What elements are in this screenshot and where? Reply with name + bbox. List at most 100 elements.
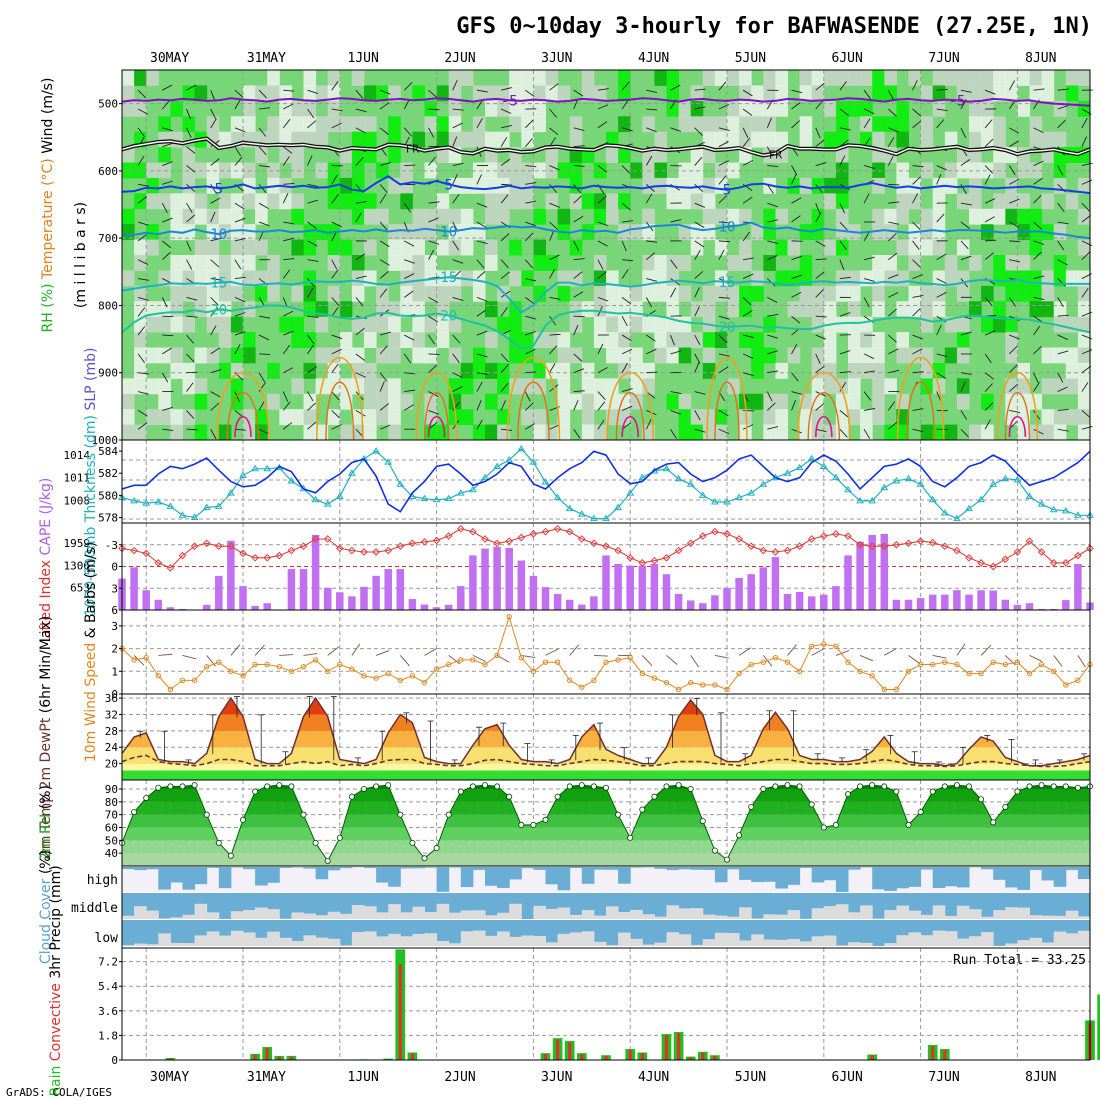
rh-cell	[122, 409, 135, 426]
lifted-index-point	[1013, 548, 1022, 556]
wind-barb	[597, 121, 608, 129]
wind-barb-10m	[980, 644, 992, 656]
cloud-high-cell	[775, 867, 788, 889]
rh-cell	[327, 362, 341, 379]
rh-cell	[569, 393, 583, 410]
rh-cell	[969, 208, 982, 225]
wind-barb	[476, 221, 487, 228]
rh-cell	[860, 316, 873, 333]
rh-cell	[763, 70, 776, 86]
wind-barb	[137, 391, 149, 395]
cloud-middle-cell	[291, 912, 304, 919]
wind-speed-point	[143, 654, 149, 661]
lifted-index-point	[771, 548, 780, 556]
rh-cell	[1065, 409, 1079, 426]
wind-barb	[718, 366, 729, 374]
rh-cell	[303, 409, 317, 426]
thickness-point	[517, 444, 526, 452]
wind-barb	[331, 174, 338, 185]
precip-convective-bar	[580, 1053, 584, 1060]
rh-cell	[218, 332, 232, 348]
thickness-tick-label: 580	[98, 489, 118, 502]
wind-barb	[984, 353, 992, 364]
rh-cell	[618, 116, 631, 133]
wind-speed-point	[433, 666, 440, 672]
thickness-point	[928, 495, 937, 503]
wind-barb	[960, 372, 972, 375]
rh-point	[131, 809, 138, 816]
cape-bar	[1049, 608, 1058, 610]
rh-cell	[218, 255, 232, 271]
rh-cell	[327, 255, 341, 271]
thickness-point	[287, 476, 296, 484]
date-label-top: 2JUN	[444, 51, 475, 66]
date-label-bottom: 6JUN	[832, 1070, 863, 1085]
rh-cell	[1041, 70, 1055, 86]
cape-bar	[432, 607, 441, 610]
cape-contour	[316, 356, 364, 441]
wind-barb	[524, 259, 533, 269]
cloud-high-cell	[206, 867, 220, 868]
wind-barb	[960, 221, 970, 230]
rh-cell	[569, 162, 583, 179]
rh-cell	[230, 362, 244, 379]
wind-barb	[331, 81, 339, 91]
isotherm-label: 20	[719, 320, 736, 336]
thickness-point	[807, 454, 816, 462]
rh-cell	[654, 347, 667, 364]
wind-barb	[815, 258, 827, 261]
cloud-high-cell	[303, 867, 317, 869]
cape-contour	[517, 381, 550, 441]
cloud-middle-cell	[642, 914, 655, 919]
wind-barb-10m	[593, 654, 608, 657]
rh-cell	[218, 131, 232, 148]
cape-bar	[674, 593, 683, 610]
cloud-high-cell	[400, 867, 413, 869]
wind-barb	[283, 367, 294, 374]
rh-cell	[339, 332, 353, 348]
wind-barb	[500, 271, 511, 279]
thickness-point	[1074, 511, 1082, 518]
rh-cell	[122, 162, 135, 179]
rh-cell	[908, 301, 922, 318]
isotherm-label: 15	[210, 276, 227, 292]
wind-barb	[307, 287, 314, 298]
rh-cell	[932, 270, 946, 287]
wind-barb	[234, 202, 245, 210]
wind-axis-label-part: Speed	[83, 638, 99, 686]
rh-cell	[448, 285, 462, 302]
rh-cell	[1041, 301, 1055, 318]
rh-cell	[291, 332, 304, 348]
cloud-low-cell	[811, 936, 825, 946]
rh-cell	[122, 270, 135, 287]
wind-barb	[1057, 202, 1065, 213]
rh-cell	[182, 147, 196, 163]
wind-barb	[984, 383, 993, 392]
rh-cell	[751, 85, 764, 102]
wind-barb	[912, 120, 922, 129]
wind-barb-10m	[1053, 655, 1063, 667]
wind-barb	[1057, 259, 1068, 266]
wind-barb	[621, 316, 628, 327]
rh-point	[699, 818, 706, 825]
isotherm-label: 20	[440, 309, 457, 325]
wind-barb	[621, 81, 630, 91]
rh-cell	[424, 393, 438, 410]
cloud-middle-cell	[182, 914, 196, 919]
wind-barb-10m	[351, 643, 361, 656]
rh-cell	[412, 239, 425, 256]
cloud-low-cell	[1017, 940, 1030, 946]
wind-barb	[355, 372, 367, 378]
wind-barb	[791, 344, 798, 355]
rh-cell	[351, 162, 365, 179]
cape-bar	[771, 557, 780, 610]
thickness-point	[602, 514, 610, 522]
wind-barb	[984, 216, 995, 223]
rh-cell	[1041, 85, 1055, 102]
rh-cell	[509, 85, 522, 102]
rh-cell	[823, 362, 837, 379]
wind-barb	[936, 353, 948, 358]
rh-point	[929, 788, 936, 795]
rh2m-axis-label-part: 2m RH	[38, 809, 54, 861]
